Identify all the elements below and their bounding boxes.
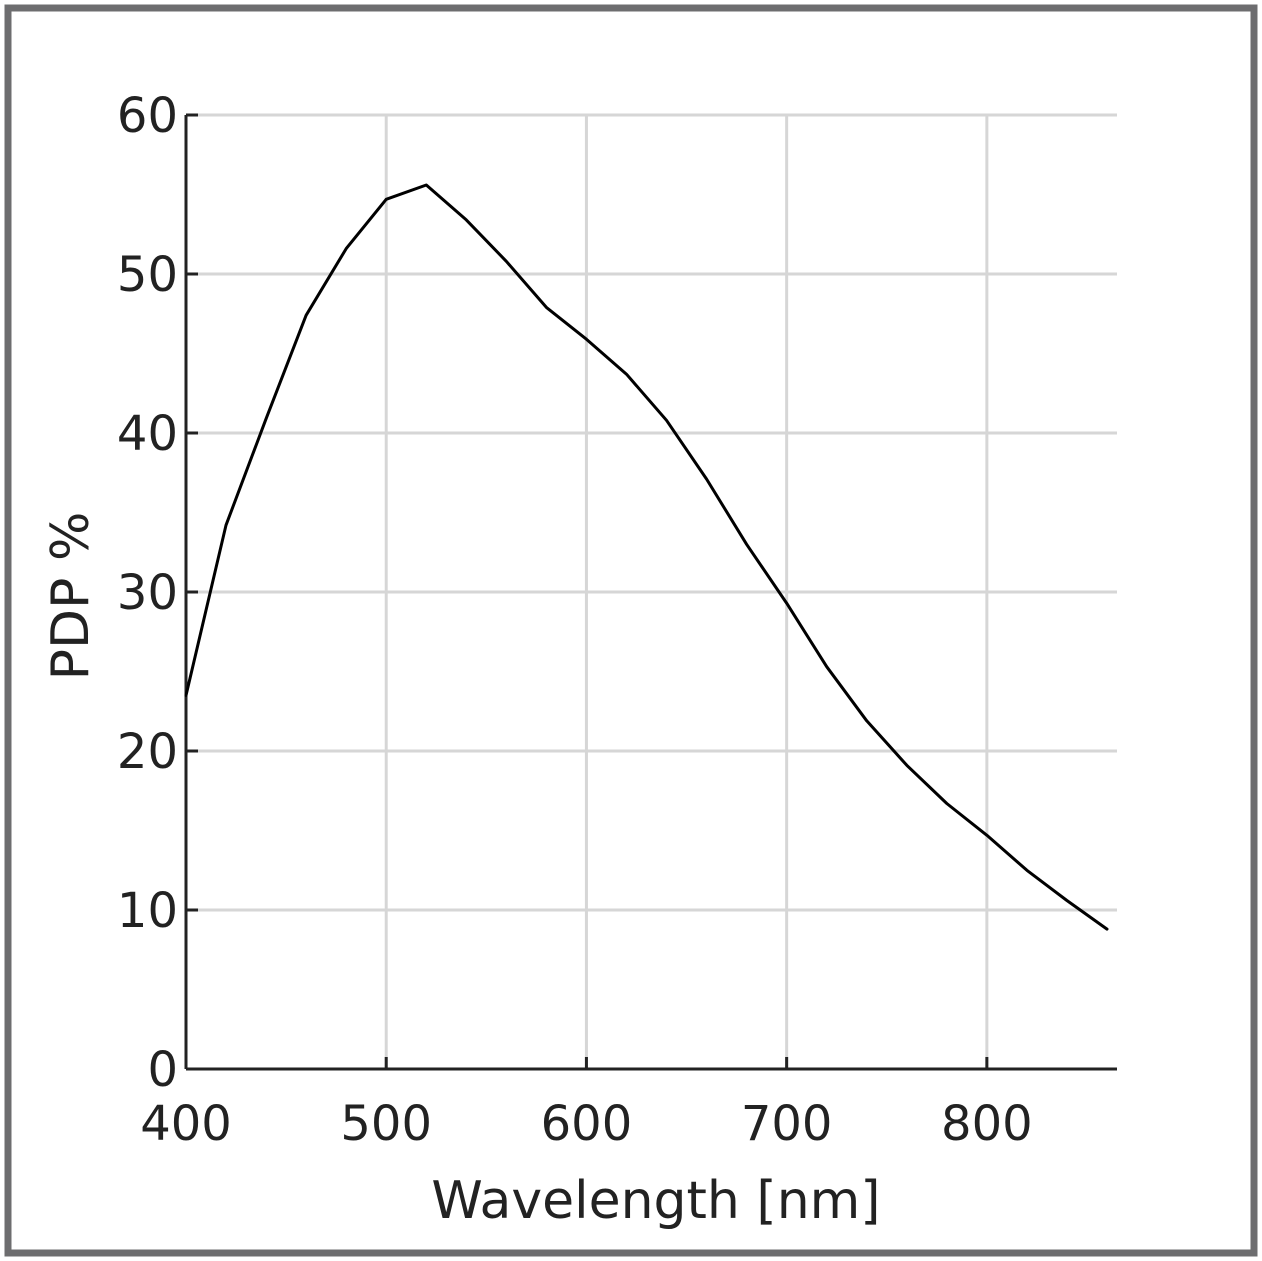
y-axis-label: PDP % — [41, 512, 101, 681]
series — [184, 183, 1109, 931]
x-tick-label-800: 800 — [941, 1096, 1033, 1152]
y-tick-label-0: 0 — [147, 1042, 178, 1098]
x-tick-label-400: 400 — [140, 1096, 232, 1152]
grid — [186, 113, 1117, 1069]
y-tick-label-20: 20 — [117, 724, 178, 780]
x-tick-label-500: 500 — [340, 1096, 432, 1152]
y-tick-label-30: 30 — [117, 565, 178, 621]
y-tick-label-60: 60 — [117, 88, 178, 144]
x-axis-label: Wavelength [nm] — [431, 1171, 880, 1231]
y-tick-label-10: 10 — [117, 883, 178, 939]
x-tick-label-700: 700 — [741, 1096, 833, 1152]
x-tick-label-600: 600 — [541, 1096, 633, 1152]
y-tick-label-50: 50 — [117, 247, 178, 303]
series-line-0 — [184, 183, 1109, 931]
ticks: 0 10 20 30 40 50 60 400 500 600 700 800 — [117, 88, 1033, 1152]
y-tick-label-40: 40 — [117, 406, 178, 462]
chart-frame — [4, 4, 1258, 1257]
